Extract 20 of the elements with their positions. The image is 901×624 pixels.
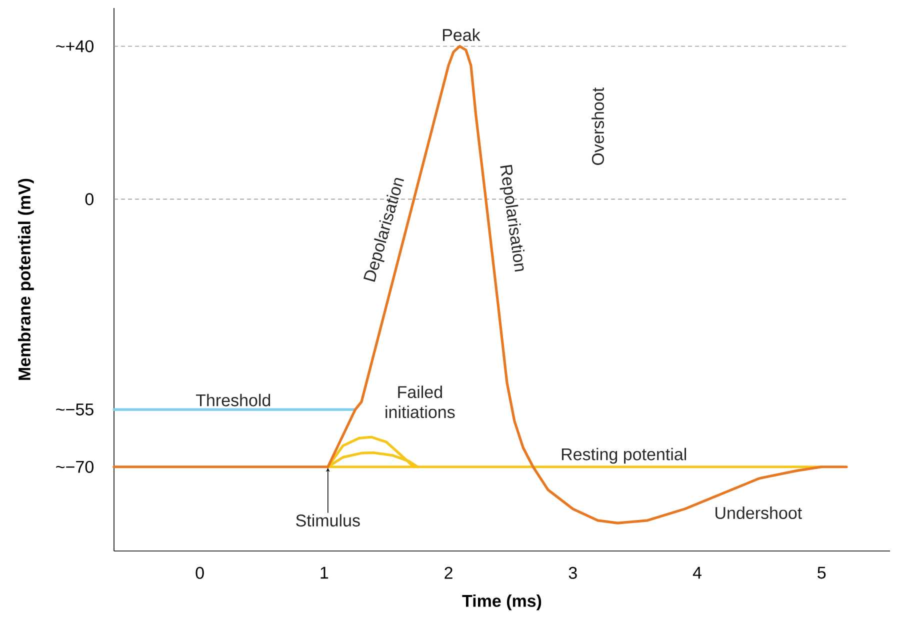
x-tick-label: 0: [196, 566, 204, 579]
annotation: Repolarisation: [500, 164, 525, 272]
x-tick-label: 5: [818, 566, 826, 579]
y-tick-label: ~−70: [56, 460, 94, 473]
x-tick-label: 4: [692, 566, 702, 579]
annotation: Overshoot: [592, 87, 604, 165]
y-tick-label: 0: [85, 193, 94, 206]
x-axis-title: Time (ms): [462, 594, 542, 610]
annotation: Stimulus: [296, 514, 360, 527]
annotation: Resting potential: [562, 448, 686, 464]
y-axis-title: Membrane potential (mV): [18, 178, 34, 380]
x-tick-label: 3: [568, 566, 577, 579]
x-tick-label: 1: [320, 566, 328, 579]
annotation: Failed initiations: [386, 386, 455, 418]
x-tick-label: 2: [444, 566, 452, 579]
annotation: Threshold: [196, 394, 270, 406]
annotation: Undershoot: [716, 506, 802, 520]
annotation: Peak: [442, 28, 480, 42]
y-tick-label: ~+40: [56, 40, 94, 52]
y-tick-label: ~−55: [56, 404, 94, 416]
